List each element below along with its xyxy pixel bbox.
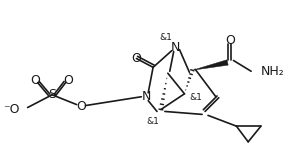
Text: O: O [226, 34, 236, 47]
Text: &1: &1 [147, 117, 160, 126]
Text: O: O [31, 74, 40, 87]
Text: &1: &1 [190, 93, 203, 102]
Text: ⁻O: ⁻O [3, 103, 20, 116]
Text: N: N [171, 41, 180, 54]
Text: O: O [77, 100, 86, 113]
Text: O: O [63, 74, 73, 87]
Text: O: O [131, 52, 141, 65]
Text: NH₂: NH₂ [261, 65, 285, 78]
Text: N: N [142, 90, 151, 103]
Text: &1: &1 [160, 33, 172, 43]
Text: S: S [48, 88, 56, 101]
Polygon shape [192, 60, 228, 70]
